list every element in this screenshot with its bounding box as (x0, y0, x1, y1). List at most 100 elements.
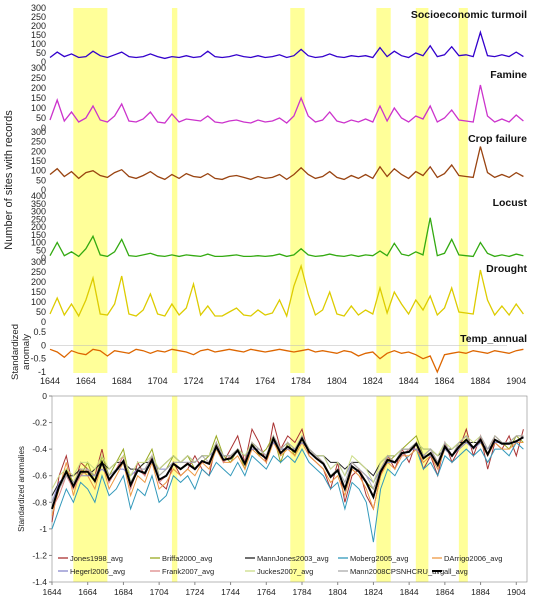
panel-title: Drought (486, 263, 527, 275)
recon-y-tick-label: -0.6 (32, 471, 47, 481)
legend-entry: Frank2007_avg (162, 567, 214, 576)
recon-x-tick-label: 1724 (185, 587, 204, 597)
y-tick-label: 200 (31, 83, 46, 93)
y-tick-label: 300 (31, 63, 46, 73)
recon-x-tick-label: 1664 (78, 587, 97, 597)
y-tick-label: 0 (41, 317, 46, 327)
upper-x-tick-label: 1644 (40, 376, 60, 386)
y-tick-label: 350 (31, 199, 46, 209)
upper-x-tick-label: 1844 (399, 376, 419, 386)
y-tick-label: 200 (31, 146, 46, 156)
y-tick-label: 250 (31, 12, 46, 22)
legend-entry: Moberg2005_avg (350, 554, 408, 563)
y-tick-label: 50 (36, 307, 46, 317)
left-y-axis-label: Number of sites with records (3, 110, 15, 250)
recon-y-tick-label: 0 (42, 391, 47, 401)
y-tick-label: 0.5 (33, 327, 46, 337)
highlight-band-recon-5 (458, 396, 468, 582)
highlight-band-recon-4 (415, 396, 429, 582)
y-tick-label: 250 (31, 73, 46, 83)
panel-title: Socioeconomic turmoil (411, 9, 527, 21)
y-tick-label: -0.5 (30, 354, 46, 364)
recon-x-tick-label: 1764 (257, 587, 276, 597)
legend-entry: MannJones2003_avg (257, 554, 329, 563)
recon-y-tick-label: -0.8 (32, 497, 47, 507)
highlight-band-recon-2 (290, 396, 305, 582)
legend-entry: Jones1998_avg (70, 554, 123, 563)
highlight-band-recon-1 (171, 396, 178, 582)
legend-entry: all_avg (444, 567, 468, 576)
recon-y-label: Standardized anomalies (17, 446, 26, 532)
legend-entry: Briffa2000_avg (162, 554, 212, 563)
legend-entry: Juckes2007_avg (257, 567, 313, 576)
upper-x-tick-label: 1744 (219, 376, 239, 386)
upper-x-tick-label: 1884 (470, 376, 490, 386)
recon-series-line (51, 441, 524, 543)
y-tick-label: 300 (31, 127, 46, 137)
y-tick-label: 0 (41, 185, 46, 195)
upper-x-tick-label: 1764 (255, 376, 275, 386)
recon-x-tick-label: 1904 (507, 587, 526, 597)
y-tick-label: 300 (31, 257, 46, 267)
recon-series-line (51, 422, 524, 523)
recon-x-tick-label: 1644 (43, 587, 62, 597)
recon-series-line (51, 435, 524, 496)
y-tick-label: 250 (31, 267, 46, 277)
y-tick-label: 50 (36, 175, 46, 185)
recon-y-tick-label: -1 (39, 524, 47, 534)
legend-entry: Hegerl2006_avg (70, 567, 125, 576)
y-tick-label: 100 (31, 103, 46, 113)
y-tick-label: 150 (31, 30, 46, 40)
y-tick-label: 150 (31, 230, 46, 240)
y-tick-label: 50 (36, 245, 46, 255)
y-tick-label: 200 (31, 21, 46, 31)
y-tick-label: 300 (31, 207, 46, 217)
y-tick-label: 150 (31, 93, 46, 103)
y-tick-label: 0 (41, 253, 46, 263)
legend-entry: Mann2008CPSNHCRU_avg (350, 567, 444, 576)
highlight-band-1 (171, 8, 178, 373)
recon-x-tick-label: 1704 (150, 587, 169, 597)
panel-title: Crop failure (468, 133, 527, 145)
y-tick-label: 150 (31, 156, 46, 166)
upper-x-tick-label: 1824 (363, 376, 383, 386)
recon-x-tick-label: 1844 (400, 587, 419, 597)
y-tick-label: 200 (31, 277, 46, 287)
y-tick-label: 300 (31, 3, 46, 13)
y-tick-label: 100 (31, 39, 46, 49)
y-tick-label: -1 (38, 367, 46, 377)
reconstructions-panel: -1.4 -1.2 -1 -0.8 -0.6 -0.4 -0.2 0 1644 1664 1684 1… (17, 391, 528, 597)
y-tick-label: 0 (41, 57, 46, 67)
panel-title: Famine (490, 69, 527, 81)
recon-y-tick-label: -1.2 (32, 550, 47, 560)
highlight-band-0 (73, 8, 108, 373)
panel-title: Locust (493, 197, 528, 209)
highlight-band-3 (376, 8, 391, 373)
y-tick-label: 50 (36, 48, 46, 58)
recon-series-line (51, 435, 524, 510)
series-line (49, 348, 524, 374)
y-tick-label: 400 (31, 191, 46, 201)
y-tick-label: 200 (31, 222, 46, 232)
y-tick-label: 0 (41, 123, 46, 133)
upper-x-tick-label: 1664 (76, 376, 96, 386)
series-line (49, 263, 524, 319)
recon-x-tick-label: 1804 (328, 587, 347, 597)
y-tick-label: 100 (31, 297, 46, 307)
panel-title: Temp_annual (460, 333, 527, 345)
highlight-band-recon-3 (376, 396, 391, 582)
y-tick-label: 50 (36, 113, 46, 123)
y-tick-label: 100 (31, 238, 46, 248)
upper-x-tick-label: 1784 (291, 376, 311, 386)
upper-x-tick-label: 1724 (183, 376, 203, 386)
series-line (49, 84, 524, 124)
panel-y-label-b: anomaly (21, 334, 32, 370)
recon-x-tick-label: 1744 (221, 587, 240, 597)
